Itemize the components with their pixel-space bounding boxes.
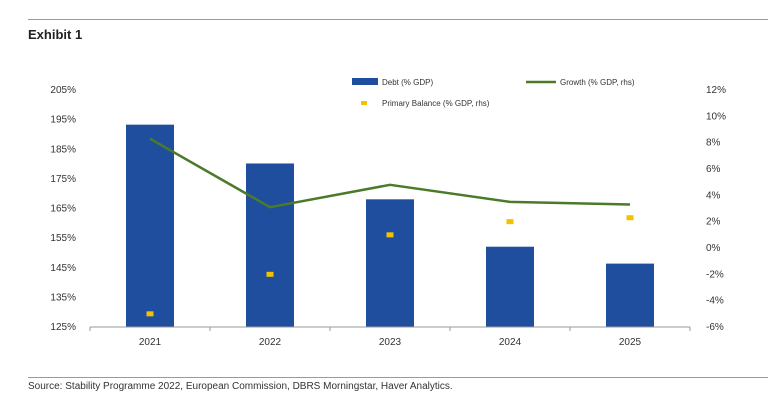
x-tick-label: 2025 [619, 337, 642, 348]
exhibit-title: Exhibit 1 [28, 27, 83, 42]
legend-label-debt: Debt (% GDP) [382, 78, 433, 87]
legend-label-growth: Growth (% GDP, rhs) [560, 78, 635, 87]
primary-balance-point-2025 [626, 215, 634, 221]
growth-line [149, 137, 631, 209]
primary-balance-point-2021 [146, 311, 154, 317]
y-right-tick-label: -2% [706, 269, 724, 280]
x-tick-label: 2022 [259, 337, 282, 348]
y-left-tick-label: 155% [50, 233, 76, 244]
y-right-tick-label: 12% [706, 85, 726, 96]
y-left-tick-label: 205% [50, 85, 76, 96]
x-tick-label: 2021 [139, 337, 162, 348]
y-left-tick-label: 145% [50, 263, 76, 274]
legend-swatch-debt [352, 78, 378, 85]
debt-bar-2022 [246, 163, 294, 327]
x-tick-label: 2024 [499, 337, 522, 348]
legend-label-primary: Primary Balance (% GDP, rhs) [382, 99, 490, 108]
y-left-tick-label: 125% [50, 322, 76, 333]
legend-swatch-primary [361, 101, 367, 105]
y-axis-right: 12% 10% 8% 6% 4% 2% 0% -2% -4% -6% [706, 85, 726, 333]
y-right-tick-label: -4% [706, 296, 724, 307]
debt-bar-2021 [126, 124, 174, 327]
y-left-tick-label: 135% [50, 292, 76, 303]
y-left-tick-label: 175% [50, 174, 76, 185]
top-rule [28, 19, 768, 20]
primary-balance-point-2023 [386, 232, 394, 238]
source-note: Source: Stability Programme 2022, Europe… [28, 381, 453, 392]
primary-balance-point-2024 [506, 219, 514, 225]
y-right-tick-label: 2% [706, 217, 721, 228]
debt-bars [126, 124, 654, 327]
debt-bar-2024 [486, 246, 534, 327]
y-axis-left: 205% 195% 185% 175% 165% 155% 145% 135% 125% [50, 85, 76, 333]
x-axis: 2021 2022 2023 2024 2025 [89, 326, 691, 348]
debt-bar-2023 [366, 199, 414, 327]
debt-bar-2025 [606, 263, 654, 327]
growth-line-group [149, 137, 631, 209]
y-left-tick-label: 165% [50, 204, 76, 215]
y-right-tick-label: 4% [706, 190, 721, 201]
bottom-rule [28, 377, 768, 378]
primary-balance-point-2022 [266, 271, 274, 277]
y-right-tick-label: 0% [706, 243, 721, 254]
primary-balance-markers [146, 215, 634, 317]
y-right-tick-label: 10% [706, 111, 726, 122]
y-right-tick-label: 6% [706, 164, 721, 175]
y-right-tick-label: -6% [706, 322, 724, 333]
legend: Debt (% GDP) Growth (% GDP, rhs) Primary B… [352, 78, 635, 108]
y-right-tick-label: 8% [706, 138, 721, 149]
y-left-tick-label: 185% [50, 144, 76, 155]
y-left-tick-label: 195% [50, 115, 76, 126]
x-tick-label: 2023 [379, 337, 402, 348]
